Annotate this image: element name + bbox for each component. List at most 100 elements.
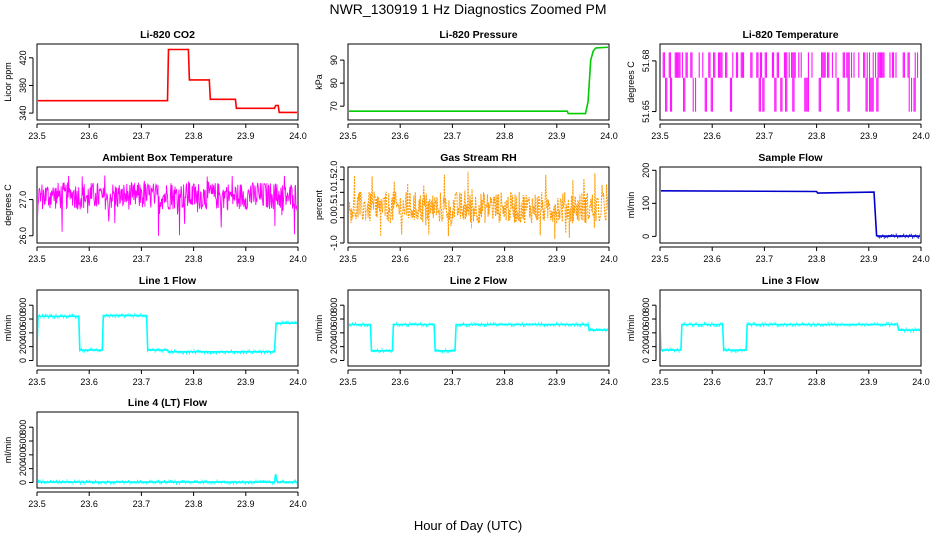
x-tick-label: 23.6 <box>80 377 98 387</box>
x-tick-label: 23.8 <box>185 377 203 387</box>
y-tick-label: 0.0 <box>329 211 339 224</box>
x-tick-label: 23.6 <box>703 131 721 141</box>
panel-title: Line 3 Flow <box>762 275 820 287</box>
plot-frame <box>36 411 299 489</box>
x-tick-label: 23.6 <box>391 254 409 264</box>
panel-title: Gas Stream RH <box>440 152 516 164</box>
x-tick-label: 23.5 <box>651 131 669 141</box>
series-line <box>349 323 608 352</box>
y-tick-label: 600 <box>18 312 28 327</box>
y-tick-label: 340 <box>18 106 28 121</box>
x-tick-label: 23.7 <box>756 377 774 387</box>
x-tick-label: 23.9 <box>548 377 566 387</box>
y-tick-label: 51.65 <box>641 100 651 123</box>
y-tick-label: 27.0 <box>18 191 28 209</box>
x-tick-label: 23.5 <box>339 254 357 264</box>
panel-title: Line 4 (LT) Flow <box>128 397 208 409</box>
series-line <box>349 46 608 115</box>
y-tick-label: 400 <box>18 447 28 462</box>
panel-title: Sample Flow <box>758 152 823 164</box>
x-tick-label: 23.5 <box>28 254 46 264</box>
series-noise <box>38 479 297 485</box>
plot-frame <box>347 43 610 121</box>
plot-frame <box>347 166 610 244</box>
y-tick-label: 0 <box>641 234 651 239</box>
y-tick-label: 90 <box>329 55 339 65</box>
x-tick-label: 24.0 <box>289 131 307 141</box>
series-noise <box>661 321 920 353</box>
y-tick-label: 800 <box>18 298 28 313</box>
y-tick-label: 80 <box>329 78 339 88</box>
x-tick-label: 23.8 <box>496 377 514 387</box>
plot-frame <box>36 43 299 121</box>
x-tick-label: 24.0 <box>600 254 618 264</box>
x-tick-label: 23.9 <box>548 254 566 264</box>
x-tick-label: 23.9 <box>237 377 255 387</box>
y-tick-label: 600 <box>329 312 339 327</box>
y-tick-label: 380 <box>18 78 28 93</box>
panel-title: Li-820 CO2 <box>140 29 195 41</box>
y-tick-label: 420 <box>18 50 28 65</box>
y-tick-label: 0 <box>18 480 28 485</box>
y-axis-label: ml/min <box>626 192 636 219</box>
x-tick-label: 24.0 <box>289 254 307 264</box>
x-tick-label: 23.5 <box>28 499 46 509</box>
plot-frame <box>659 166 922 244</box>
y-tick-label: 200 <box>329 339 339 354</box>
x-tick-label: 23.7 <box>444 377 462 387</box>
panel-title: Li-820 Pressure <box>439 29 517 41</box>
y-tick-label: -1.0 <box>329 235 339 251</box>
y-tick-label: 600 <box>641 312 651 327</box>
y-tick-label: 2.0 <box>329 161 339 174</box>
y-tick-label: 0 <box>18 358 28 363</box>
y-tick-label: 70 <box>329 101 339 111</box>
y-tick-label: 0 <box>641 358 651 363</box>
x-tick-label: 23.6 <box>703 254 721 264</box>
x-tick-label: 23.9 <box>860 131 878 141</box>
x-tick-label: 23.5 <box>28 131 46 141</box>
x-tick-label: 23.6 <box>80 499 98 509</box>
y-tick-label: 200 <box>641 163 651 178</box>
plot-frame <box>659 43 922 121</box>
x-tick-label: 23.5 <box>339 377 357 387</box>
x-tick-label: 23.8 <box>185 254 203 264</box>
y-axis-label: kPa <box>314 74 324 90</box>
series-line <box>38 314 297 353</box>
x-tick-label: 23.7 <box>756 131 774 141</box>
plot-frame <box>36 289 299 367</box>
y-tick-label: 200 <box>18 461 28 476</box>
x-tick-label: 23.5 <box>651 377 669 387</box>
series-line <box>661 190 920 237</box>
x-tick-label: 23.5 <box>28 377 46 387</box>
y-axis-label: ml/min <box>3 315 13 342</box>
x-tick-label: 23.7 <box>444 131 462 141</box>
y-tick-label: 800 <box>18 420 28 435</box>
y-tick-label: 26.0 <box>18 227 28 245</box>
figure-title: NWR_130919 1 Hz Diagnostics Zoomed PM <box>329 1 607 17</box>
y-axis-label: percent <box>314 189 324 220</box>
y-axis-label: degrees C <box>3 184 13 226</box>
y-tick-label: 400 <box>329 325 339 340</box>
x-tick-label: 24.0 <box>912 254 930 264</box>
x-tick-label: 23.9 <box>860 254 878 264</box>
y-tick-label: 600 <box>18 434 28 449</box>
series-noise <box>349 321 608 354</box>
x-tick-label: 23.8 <box>496 254 514 264</box>
series-line <box>662 52 919 112</box>
x-tick-label: 24.0 <box>600 131 618 141</box>
y-tick-label: 400 <box>18 325 28 340</box>
x-tick-label: 24.0 <box>912 377 930 387</box>
x-tick-label: 23.9 <box>237 131 255 141</box>
panel-title: Ambient Box Temperature <box>102 152 233 164</box>
y-tick-label: 800 <box>641 298 651 313</box>
x-tick-label: 23.5 <box>651 254 669 264</box>
y-tick-label: 1.0 <box>329 186 339 199</box>
y-axis-label: degrees C <box>626 61 636 103</box>
series-line <box>661 323 920 351</box>
panel-title: Line 2 Flow <box>450 275 508 287</box>
x-tick-label: 23.7 <box>133 499 151 509</box>
x-tick-label: 24.0 <box>289 499 307 509</box>
x-tick-label: 23.6 <box>80 131 98 141</box>
x-tick-label: 24.0 <box>289 377 307 387</box>
